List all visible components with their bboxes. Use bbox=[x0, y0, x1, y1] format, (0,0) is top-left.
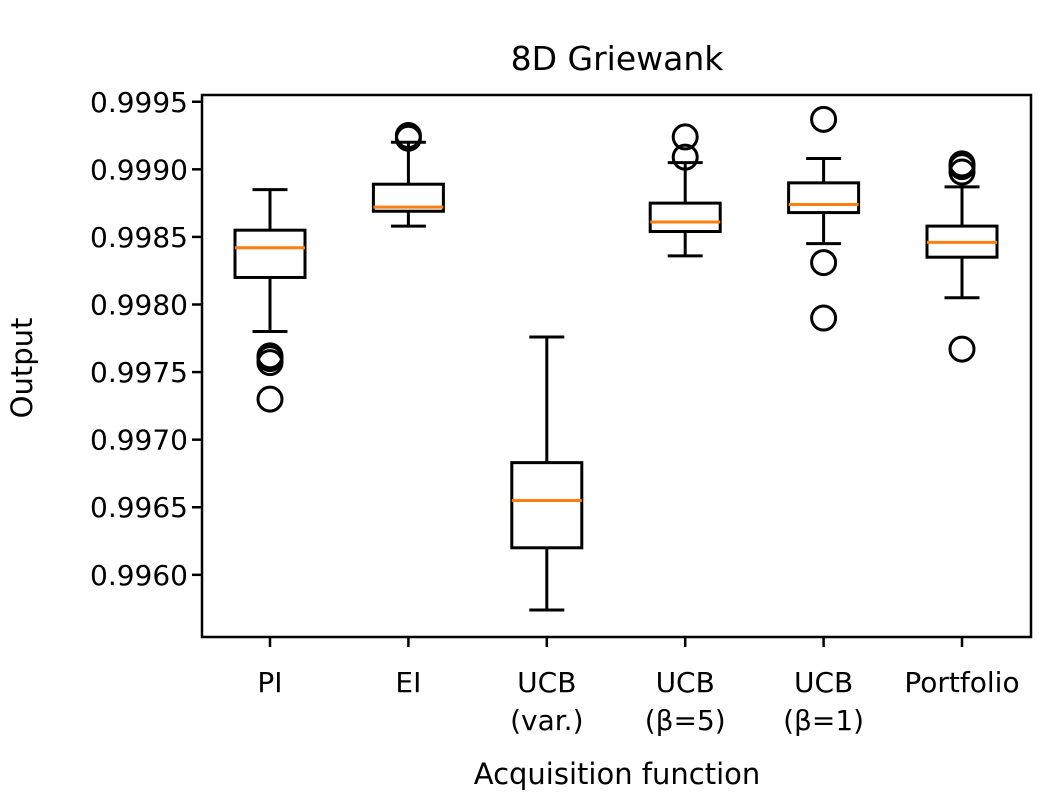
y-tick-label: 0.9970 bbox=[90, 424, 188, 457]
x-tick-label-line: UCB bbox=[794, 666, 853, 699]
outlier-point bbox=[948, 335, 976, 363]
x-tick-label-line: UCB bbox=[656, 666, 715, 699]
box-group bbox=[648, 123, 722, 258]
x-tick-label-line: (var.) bbox=[510, 704, 583, 737]
outlier-point bbox=[810, 249, 838, 277]
x-tick-label-line: (β=1) bbox=[783, 704, 864, 737]
plot-frame bbox=[200, 93, 1033, 639]
y-tick-label: 0.9975 bbox=[90, 356, 188, 389]
boxes-group bbox=[233, 105, 999, 612]
x-tick-label-line: PI bbox=[257, 666, 282, 699]
x-tick-label: UCB (var.) bbox=[510, 666, 583, 737]
y-tick-label: 0.9995 bbox=[90, 86, 188, 119]
outlier-point bbox=[256, 385, 284, 413]
x-axis: PI EI UCB (var.) UCB (β=5) UCB (β=1) Portfolio bbox=[257, 637, 1020, 737]
chart-title: 8D Griewank bbox=[511, 39, 725, 78]
box-group bbox=[510, 335, 584, 612]
box bbox=[510, 461, 584, 550]
x-tick-label: UCB (β=5) bbox=[645, 666, 726, 737]
y-tick-label: 0.9960 bbox=[90, 559, 188, 592]
y-axis-title: Output bbox=[5, 318, 39, 419]
x-tick-label-line: EI bbox=[395, 666, 421, 699]
outlier-point bbox=[394, 124, 422, 152]
box-group bbox=[371, 122, 445, 228]
x-tick-label: EI bbox=[395, 666, 421, 699]
box-group bbox=[233, 188, 307, 413]
y-tick-label: 0.9965 bbox=[90, 491, 188, 524]
outlier-point bbox=[671, 143, 699, 171]
x-tick-label: Portfolio bbox=[904, 666, 1019, 699]
box bbox=[787, 181, 861, 215]
box bbox=[648, 201, 722, 234]
box-group bbox=[787, 105, 861, 332]
box-group bbox=[925, 150, 999, 363]
outlier-point bbox=[810, 304, 838, 332]
outlier-point bbox=[671, 123, 699, 151]
box bbox=[233, 228, 307, 279]
outlier-point bbox=[256, 349, 284, 377]
x-axis-title: Acquisition function bbox=[474, 757, 761, 791]
y-tick-label: 0.9985 bbox=[90, 221, 188, 254]
x-tick-label: UCB (β=1) bbox=[783, 666, 864, 737]
x-tick-label-line: UCB bbox=[517, 666, 576, 699]
x-tick-label: PI bbox=[257, 666, 282, 699]
y-axis: 0.9960 0.9965 0.9970 0.9975 0.9980 0.9985 0.99… bbox=[90, 86, 202, 592]
x-tick-label-line: (β=5) bbox=[645, 704, 726, 737]
box bbox=[371, 182, 445, 213]
x-tick-label-line: Portfolio bbox=[904, 666, 1019, 699]
outlier-point bbox=[810, 105, 838, 133]
y-tick-label: 0.9980 bbox=[90, 289, 188, 322]
y-tick-label: 0.9990 bbox=[90, 153, 188, 186]
outlier-point bbox=[948, 158, 976, 186]
